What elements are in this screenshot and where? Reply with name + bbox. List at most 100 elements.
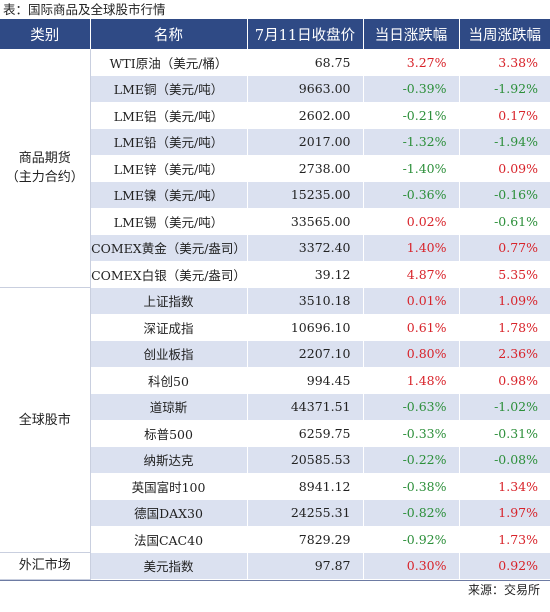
table-row: 科创50 994.45 1.48% 0.98% [0, 367, 550, 394]
day-change: -0.92% [363, 526, 460, 553]
instrument-name: LME铅（美元/吨） [90, 128, 248, 155]
close-price: 68.75 [247, 49, 364, 76]
close-price: 15235.00 [247, 181, 364, 208]
instrument-name: 法国CAC40 [90, 526, 248, 553]
close-price: 2602.00 [247, 102, 364, 129]
close-price: 20585.53 [247, 446, 364, 473]
day-change: 1.48% [363, 367, 460, 394]
week-change: 0.98% [459, 367, 550, 394]
week-change: 5.35% [459, 261, 550, 288]
day-change: -0.33% [363, 420, 460, 447]
table-row: LME镍（美元/吨） 15235.00 -0.36% -0.16% [0, 181, 550, 208]
week-change: 1.73% [459, 526, 550, 553]
day-change: 4.87% [363, 261, 460, 288]
close-price: 39.12 [247, 261, 364, 288]
header-category: 类别 [0, 19, 91, 49]
week-change: 0.09% [459, 155, 550, 182]
week-change: 0.92% [459, 552, 550, 579]
week-change: -0.08% [459, 446, 550, 473]
table-row: 商品期货 （主力合约） WTI原油（美元/桶） 68.75 3.27% 3.38% [0, 49, 550, 288]
table-row: LME锌（美元/吨） 2738.00 -1.40% 0.09% [0, 155, 550, 182]
table-row: 法国CAC40 7829.29 -0.92% 1.73% [0, 526, 550, 553]
day-change: -1.40% [363, 155, 460, 182]
table-row: COMEX白银（美元/盎司） 39.12 4.87% 5.35% [0, 261, 550, 288]
instrument-name: 英国富时100 [90, 473, 248, 500]
day-change: -0.63% [363, 393, 460, 420]
close-price: 3510.18 [247, 287, 364, 314]
category-label: 全球股市 [18, 412, 71, 428]
table-row: 德国DAX30 24255.31 -0.82% 1.97% [0, 499, 550, 526]
table-row: LME锡（美元/吨） 33565.00 0.02% -0.61% [0, 208, 550, 235]
table-row: COMEX黄金（美元/盎司） 3372.40 1.40% 0.77% [0, 234, 550, 261]
instrument-name: 深证成指 [90, 314, 248, 341]
close-price: 3372.40 [247, 234, 364, 261]
week-change: 0.77% [459, 234, 550, 261]
close-price: 33565.00 [247, 208, 364, 235]
category-label: 外汇市场 [18, 558, 71, 574]
close-price: 7829.29 [247, 526, 364, 553]
instrument-name: 上证指数 [90, 287, 248, 314]
close-price: 8941.12 [247, 473, 364, 500]
week-change: 1.34% [459, 473, 550, 500]
header-week-change: 当周涨跌幅 [459, 19, 550, 49]
header-row: 类别 名称 7月11日收盘价 当日涨跌幅 当周涨跌幅 [0, 19, 550, 49]
day-change: -0.39% [363, 75, 460, 102]
instrument-name: LME镍（美元/吨） [90, 181, 248, 208]
instrument-name: 科创50 [90, 367, 248, 394]
day-change: -0.21% [363, 102, 460, 129]
week-change: 1.09% [459, 287, 550, 314]
day-change: 0.02% [363, 208, 460, 235]
table-row: 创业板指 2207.10 0.80% 2.36% [0, 340, 550, 367]
market-table: 类别 名称 7月11日收盘价 当日涨跌幅 当周涨跌幅 商品期货 （主力合约） WTI… [0, 19, 550, 580]
table-body: 商品期货 （主力合约） WTI原油（美元/桶） 68.75 3.27% 3.38% LME铜… [0, 49, 550, 580]
close-price: 9663.00 [247, 75, 364, 102]
table-row: 深证成指 10696.10 0.61% 1.78% [0, 314, 550, 341]
table-row: 标普500 6259.75 -0.33% -0.31% [0, 420, 550, 447]
instrument-name: COMEX白银（美元/盎司） [90, 261, 248, 288]
instrument-name: 德国DAX30 [90, 499, 248, 526]
instrument-name: 美元指数 [90, 552, 248, 579]
source-note: 来源：交易所 [0, 579, 550, 599]
instrument-name: 标普500 [90, 420, 248, 447]
day-change: -0.82% [363, 499, 460, 526]
header-close: 7月11日收盘价 [247, 19, 364, 49]
day-change: -0.36% [363, 181, 460, 208]
week-change: -0.61% [459, 208, 550, 235]
instrument-name: 道琼斯 [90, 393, 248, 420]
table-row: 全球股市 上证指数 3510.18 0.01% 1.09% [0, 287, 550, 553]
instrument-name: LME铝（美元/吨） [90, 102, 248, 129]
close-price: 10696.10 [247, 314, 364, 341]
day-change: 3.27% [363, 49, 460, 76]
week-change: -0.31% [459, 420, 550, 447]
table-row: 纳斯达克 20585.53 -0.22% -0.08% [0, 446, 550, 473]
header-day-change: 当日涨跌幅 [363, 19, 460, 49]
instrument-name: 纳斯达克 [90, 446, 248, 473]
day-change: 0.01% [363, 287, 460, 314]
day-change: -0.22% [363, 446, 460, 473]
week-change: 0.17% [459, 102, 550, 129]
category-label: （主力合约） [5, 170, 84, 185]
close-price: 97.87 [247, 552, 364, 579]
close-price: 24255.31 [247, 499, 364, 526]
week-change: 2.36% [459, 340, 550, 367]
table-row: LME铅（美元/吨） 2017.00 -1.32% -1.94% [0, 128, 550, 155]
table-row: LME铝（美元/吨） 2602.00 -0.21% 0.17% [0, 102, 550, 129]
instrument-name: LME铜（美元/吨） [90, 75, 248, 102]
week-change: -1.02% [459, 393, 550, 420]
day-change: -1.32% [363, 128, 460, 155]
instrument-name: COMEX黄金（美元/盎司） [90, 234, 248, 261]
category-cell: 商品期货 （主力合约） [0, 49, 91, 288]
table-row: 英国富时100 8941.12 -0.38% 1.34% [0, 473, 550, 500]
week-change: -1.94% [459, 128, 550, 155]
instrument-name: WTI原油（美元/桶） [90, 49, 248, 76]
close-price: 2017.00 [247, 128, 364, 155]
category-cell: 全球股市 [0, 287, 91, 553]
week-change: -1.92% [459, 75, 550, 102]
category-cell: 外汇市场 [0, 552, 91, 580]
day-change: -0.38% [363, 473, 460, 500]
close-price: 2207.10 [247, 340, 364, 367]
week-change: -0.16% [459, 181, 550, 208]
day-change: 0.80% [363, 340, 460, 367]
close-price: 44371.51 [247, 393, 364, 420]
close-price: 994.45 [247, 367, 364, 394]
